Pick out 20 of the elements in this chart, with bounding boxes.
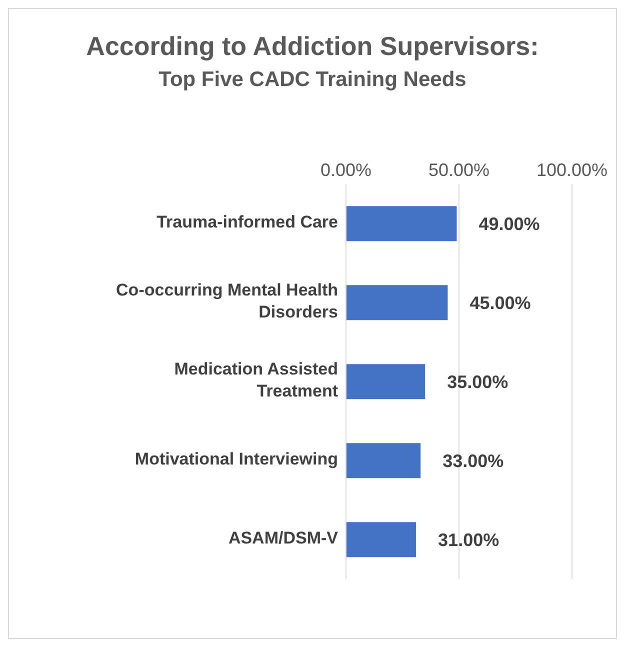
- y-tick-label: ASAM/DSM-V: [228, 528, 339, 548]
- data-label: 49.00%: [478, 214, 540, 234]
- x-tick-label: 50.00%: [428, 160, 490, 180]
- data-label: 45.00%: [470, 293, 531, 314]
- bar: [346, 443, 421, 478]
- y-tick-label: Motivational Interviewing: [134, 450, 338, 469]
- chart-subtitle: Top Five CADC Training Needs: [158, 68, 468, 92]
- bar: [346, 364, 426, 400]
- data-label: 31.00%: [438, 530, 500, 550]
- data-label: 33.00%: [442, 451, 504, 472]
- data-label: 35.00%: [447, 372, 508, 392]
- y-tick-label: Medication Assisted Treatment: [174, 360, 338, 401]
- bar: [346, 285, 448, 320]
- x-tick-label: 0.00%: [320, 160, 372, 180]
- chart-title: According to Addiction Supervisors:: [85, 31, 540, 62]
- y-tick-label: Co-occurring Mental Health Disorders: [116, 280, 338, 322]
- bar: [346, 206, 457, 242]
- x-tick-label: 100.00%: [536, 160, 608, 180]
- bar: [346, 522, 416, 558]
- y-tick-label: Trauma-informed Care: [156, 212, 338, 232]
